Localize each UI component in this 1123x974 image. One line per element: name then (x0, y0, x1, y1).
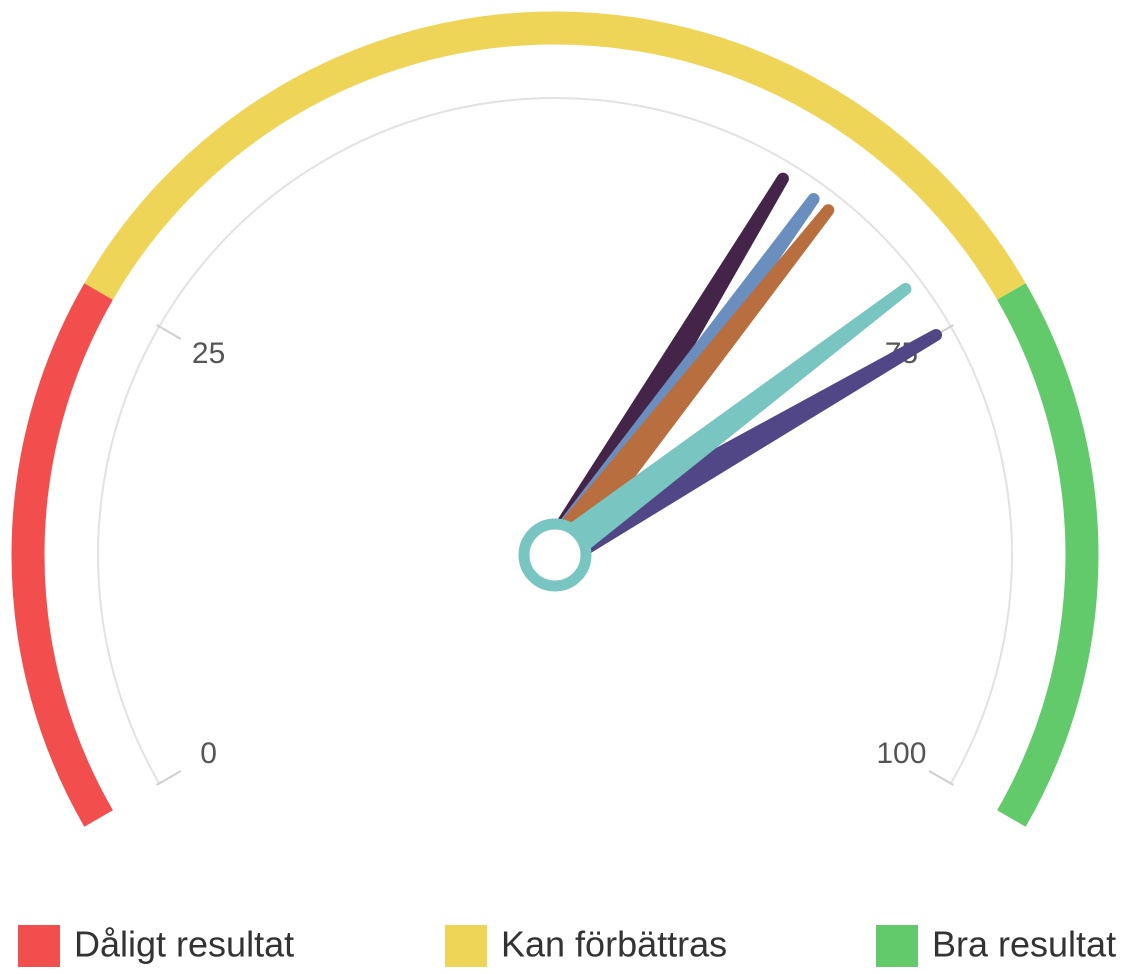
legend-swatch (18, 925, 60, 967)
gauge-band (84, 11, 1026, 300)
tick-mark (156, 770, 182, 786)
tick-mark (156, 324, 182, 340)
tick-label: 100 (876, 737, 926, 770)
needle (546, 329, 943, 570)
scale-arc (97, 97, 1013, 784)
tick-label: 0 (200, 737, 217, 770)
gauge-band (11, 283, 113, 827)
needle (541, 204, 835, 566)
needle-pivot (518, 518, 592, 592)
legend-label: Dåligt resultat (74, 924, 294, 965)
legend-swatch (445, 925, 487, 967)
tick-mark (928, 770, 954, 786)
gauge-band (997, 283, 1099, 827)
legend-swatch (876, 925, 918, 967)
legend-label: Bra resultat (932, 924, 1116, 965)
needle (544, 282, 912, 569)
legend-label: Kan förbättras (501, 924, 727, 965)
tick-label: 25 (192, 337, 225, 370)
